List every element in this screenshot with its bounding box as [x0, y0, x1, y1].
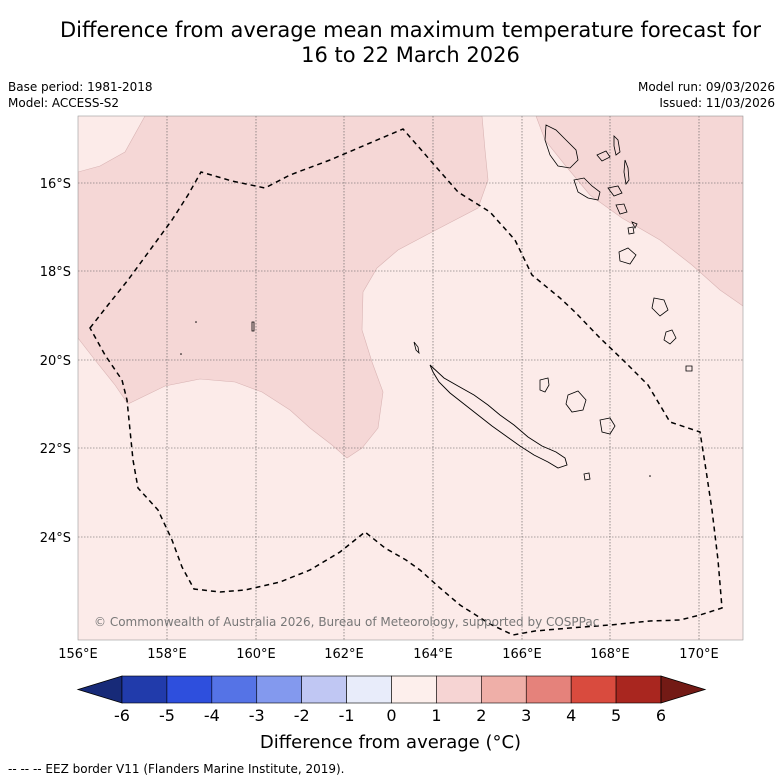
lon-label-170e: 170°E — [679, 647, 719, 662]
colorbar-bin — [570, 675, 617, 704]
lon-label-164e: 164°E — [413, 647, 453, 662]
colorbar-bin — [391, 675, 437, 704]
colorbar-tick-label: -3 — [249, 706, 265, 725]
island-belep — [413, 341, 420, 355]
issued-date: Issued: 11/03/2026 — [659, 96, 775, 110]
island-small-2 — [180, 353, 182, 355]
meta-right: Model run: 09/03/2026 Issued: 11/03/2026 — [638, 79, 775, 111]
lat-label-22s: 22°S — [40, 442, 71, 457]
lon-label-162e: 162°E — [324, 647, 364, 662]
island-ouvea — [539, 377, 550, 393]
lon-label-156e: 156°E — [58, 647, 98, 662]
island-grande-terre — [429, 364, 568, 469]
model-run: Model run: 09/03/2026 — [637, 80, 775, 94]
lon-label-160e: 160°E — [236, 647, 276, 662]
island-aneityum — [685, 365, 693, 372]
colorbar-tick-label: 3 — [521, 706, 531, 725]
island-tanna — [663, 329, 677, 345]
colorbar-bin — [436, 675, 482, 704]
island-malakula — [573, 177, 601, 201]
colorbar-extend-low — [76, 675, 123, 704]
lat-label-20s: 20°S — [40, 354, 71, 369]
colorbar-tick-label: 2 — [476, 706, 486, 725]
lon-label-168e: 168°E — [590, 647, 630, 662]
island-epi — [615, 203, 628, 215]
island-maewo — [613, 135, 621, 156]
colorbar-bin — [121, 675, 168, 704]
region-1-to-2-northeast — [535, 116, 743, 307]
eez-border — [89, 128, 723, 636]
island-mare — [599, 417, 616, 435]
copyright-text: © Commonwealth of Australia 2026, Bureau… — [94, 615, 599, 629]
colorbar-tick-label: -5 — [159, 706, 175, 725]
lat-label-18s: 18°S — [40, 265, 71, 280]
colorbar-bin — [525, 675, 572, 704]
model-name: Model: ACCESS-S2 — [8, 96, 120, 110]
colorbar: -6 -5 -4 -3 -2 -1 0 1 2 3 4 5 6 — [76, 675, 707, 725]
island-chesterfield — [251, 321, 255, 332]
chart-title: Difference from average mean maximum tem… — [0, 18, 781, 68]
colorbar-bin — [256, 675, 302, 704]
colorbar-bin — [481, 675, 527, 704]
map-frame — [77, 115, 744, 641]
island-ambae — [596, 150, 611, 162]
island-shepherds — [627, 226, 635, 235]
colorbar-bin — [301, 675, 347, 704]
eez-legend-footer: -- -- -- EEZ border V11 (Flanders Marine… — [8, 762, 345, 776]
lat-label-24s: 24°S — [40, 531, 71, 546]
island-tongoa — [631, 221, 638, 229]
colorbar-bin — [615, 675, 662, 704]
colorbar-tick-label: 4 — [566, 706, 576, 725]
colorbar-bin — [211, 675, 258, 704]
meta-left: Base period: 1981-2018 Model: ACCESS-S2 — [8, 79, 153, 111]
island-ambrym — [607, 185, 623, 197]
colorbar-tick-label: 6 — [656, 706, 666, 725]
colorbar-bin — [166, 675, 213, 704]
lat-label-16s: 16°S — [40, 177, 71, 192]
colorbar-tick-label: 5 — [611, 706, 621, 725]
colorbar-label: Difference from average (°C) — [259, 732, 522, 753]
graticule — [78, 116, 743, 640]
island-efate — [618, 247, 637, 265]
islands-vanuatu — [544, 124, 693, 372]
island-lifou — [565, 390, 587, 413]
base-period: Base period: 1981-2018 — [8, 80, 153, 94]
colorbar-bin — [346, 675, 392, 704]
colorbar-tick-label: -2 — [294, 706, 310, 725]
island-pentecost — [623, 159, 630, 185]
title-line-2: 16 to 22 March 2026 — [301, 43, 520, 67]
island-erromango — [651, 297, 669, 317]
colorbar-extend-high — [660, 675, 707, 704]
island-small-1 — [195, 321, 197, 323]
island-small-3 — [649, 475, 651, 477]
colorbar-tick-label: -1 — [339, 706, 355, 725]
colorbar-tick-label: 0 — [386, 706, 396, 725]
lon-label-166e: 166°E — [502, 647, 542, 662]
island-espiritu-santo — [544, 124, 579, 169]
region-1-to-2-west — [78, 116, 489, 459]
colorbar-tick-label: -6 — [114, 706, 130, 725]
title-line-1: Difference from average mean maximum tem… — [60, 18, 761, 42]
colorbar-tick-label: 1 — [431, 706, 441, 725]
lon-label-158e: 158°E — [147, 647, 187, 662]
lon-labels: 156°E 158°E 160°E 162°E 164°E 166°E 168°… — [58, 647, 719, 662]
colorbar-tick-label: -4 — [204, 706, 220, 725]
lat-labels: 16°S 18°S 20°S 22°S 24°S — [40, 177, 71, 546]
island-ile-des-pins — [583, 472, 591, 481]
map-plot-area: © Commonwealth of Australia 2026, Bureau… — [78, 116, 743, 640]
